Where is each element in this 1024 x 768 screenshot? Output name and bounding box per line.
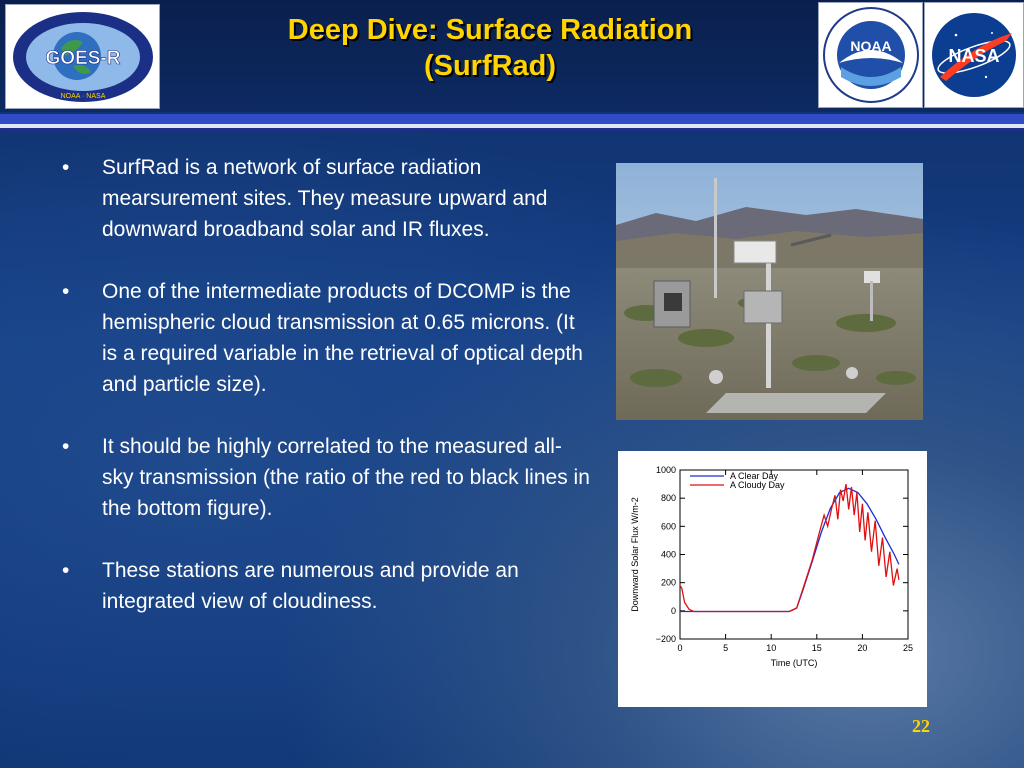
x-tick-label: 20 bbox=[857, 643, 867, 653]
x-tick-label: 10 bbox=[766, 643, 776, 653]
bullet-list: • SurfRad is a network of surface radiati… bbox=[62, 152, 592, 648]
y-tick-label: 200 bbox=[661, 578, 676, 588]
plot-frame bbox=[679, 469, 909, 640]
slide-header: GOES-R NOAA · NASA Deep Dive: Surface Ra… bbox=[0, 0, 1024, 112]
legend-label: A Cloudy Day bbox=[730, 480, 785, 490]
y-axis-label: Downward Solar Flux W/m-2 bbox=[630, 497, 640, 612]
goes-r-logo: GOES-R NOAA · NASA bbox=[5, 4, 160, 109]
bullet-marker: • bbox=[62, 156, 70, 179]
series-line-clear-day bbox=[680, 487, 900, 613]
header-rule-blue bbox=[0, 114, 1024, 124]
bullet-item: • These stations are numerous and provide… bbox=[62, 555, 592, 617]
y-tick-label: 1000 bbox=[656, 465, 676, 475]
bullet-item: • It should be highly correlated to the m… bbox=[62, 431, 592, 524]
y-tick-label: 400 bbox=[661, 550, 676, 560]
title-line-1: Deep Dive: Surface Radiation bbox=[287, 14, 693, 46]
bullet-marker: • bbox=[62, 280, 70, 303]
svg-text:NOAA · NASA: NOAA · NASA bbox=[60, 93, 105, 100]
y-tick-label: 600 bbox=[661, 521, 676, 531]
nasa-logo: NASA bbox=[924, 2, 1024, 108]
bullet-item: • SurfRad is a network of surface radiati… bbox=[62, 152, 592, 245]
x-tick-label: 15 bbox=[812, 643, 822, 653]
y-tick-label: 800 bbox=[661, 493, 676, 503]
x-tick-label: 0 bbox=[677, 643, 682, 653]
bullet-text: These stations are numerous and provide … bbox=[102, 559, 519, 613]
bullet-text: SurfRad is a network of surface radiatio… bbox=[102, 156, 548, 241]
bullet-item: • One of the intermediate products of DCO… bbox=[62, 276, 592, 400]
page-number: 22 bbox=[912, 716, 930, 736]
surfrad-station-photo bbox=[616, 163, 923, 420]
y-tick-label: 0 bbox=[671, 606, 676, 616]
svg-text:NASA: NASA bbox=[948, 46, 999, 66]
slide-title: Deep Dive: Surface Radiation (SurfRad) bbox=[170, 12, 810, 84]
series-line-cloudy-day bbox=[679, 483, 900, 613]
bullet-marker: • bbox=[62, 435, 70, 458]
bullet-text: One of the intermediate products of DCOM… bbox=[102, 280, 583, 396]
bullet-text: It should be highly correlated to the me… bbox=[102, 435, 590, 520]
header-rule-light bbox=[0, 124, 1024, 128]
legend-label: A Clear Day bbox=[730, 471, 779, 481]
y-tick-label: −200 bbox=[656, 634, 676, 644]
bullet-marker: • bbox=[62, 559, 70, 582]
noaa-logo: NOAA bbox=[818, 2, 923, 108]
downward-solar-flux-chart: 0 5 10 15 20 25 −200 0 200 400 600 800 1000 Time (UTC… bbox=[618, 451, 927, 707]
header-rule-dark bbox=[0, 128, 1024, 131]
svg-text:NOAA: NOAA bbox=[850, 38, 891, 54]
x-tick-label: 5 bbox=[723, 643, 728, 653]
svg-text:GOES-R: GOES-R bbox=[45, 48, 120, 69]
x-axis-label: Time (UTC) bbox=[771, 658, 818, 668]
x-tick-label: 25 bbox=[903, 643, 913, 653]
title-line-2: (SurfRad) bbox=[423, 50, 557, 82]
